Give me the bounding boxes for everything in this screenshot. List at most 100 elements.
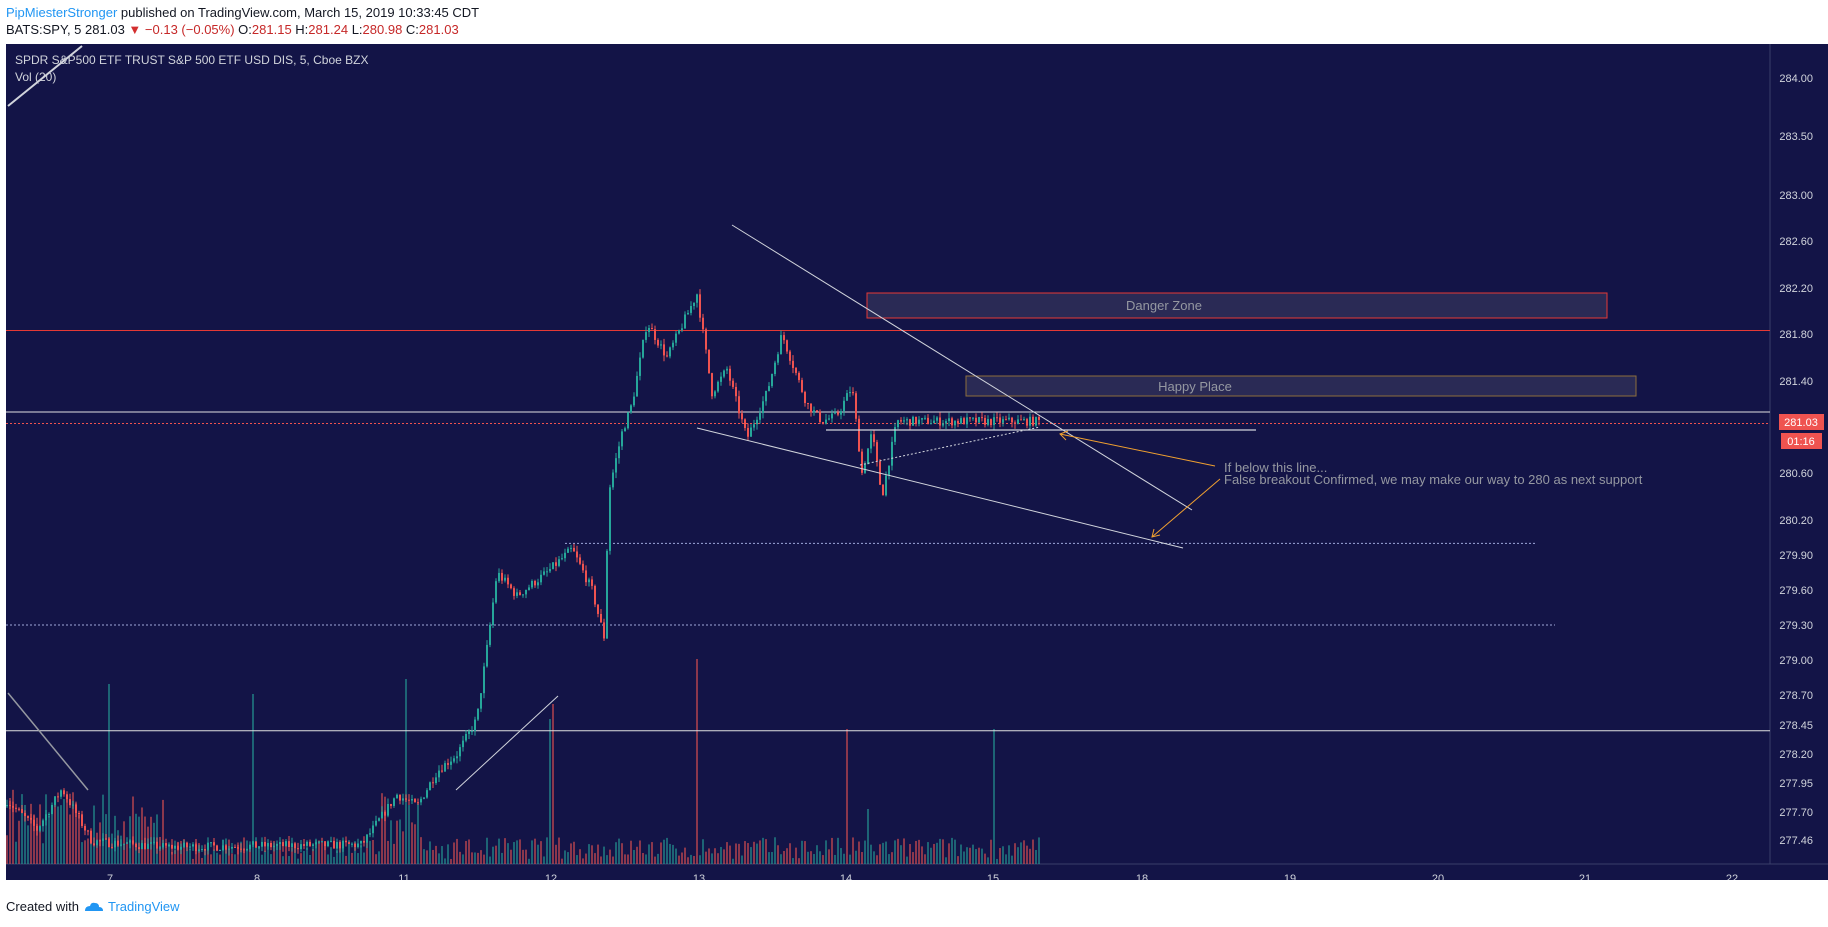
candle-body [519, 592, 521, 595]
down-arrow-icon: ▼ [128, 22, 142, 37]
volume-bar [396, 820, 398, 864]
candle-body [336, 842, 338, 849]
volume-bar [1005, 854, 1007, 864]
volume-bar [582, 858, 584, 864]
rising-trendline[interactable] [455, 695, 559, 791]
author-link[interactable]: PipMiesterStronger [6, 5, 118, 20]
volume-bar [102, 794, 104, 864]
candle-body [345, 840, 347, 843]
price-axis[interactable] [1770, 44, 1828, 864]
candle-body [906, 419, 908, 421]
candle-body [591, 579, 593, 586]
candle-body [60, 790, 62, 797]
volume-bar [507, 843, 509, 864]
volume-bar [429, 841, 431, 864]
volume-bar [117, 830, 119, 864]
volume-bar [222, 839, 224, 864]
candle-body [777, 354, 779, 363]
volume-bar [177, 842, 179, 864]
volume-bar [72, 792, 74, 864]
time-tick-label: 22 [1726, 873, 1738, 880]
volume-bar [651, 842, 653, 864]
candle-body [549, 568, 551, 572]
candle-body [693, 302, 695, 307]
candle-body [378, 818, 380, 821]
candle-body [999, 417, 1001, 423]
danger-zone-box[interactable] [866, 292, 1608, 319]
candle-body [960, 418, 962, 424]
candle-body [876, 442, 878, 462]
volume-bar [261, 854, 263, 864]
candle-body [705, 329, 707, 350]
volume-bar [849, 854, 851, 864]
candle-body [81, 814, 83, 826]
candle-body [744, 419, 746, 428]
volume-bar [735, 843, 737, 864]
candle-body [384, 811, 386, 816]
descending-trendline-upper[interactable] [731, 224, 1193, 511]
volume-bar [60, 805, 62, 864]
volume-bar [66, 796, 68, 864]
candle-body [723, 370, 725, 377]
volume-bar [291, 847, 293, 864]
candle-body [795, 367, 797, 373]
candle-body [93, 843, 95, 846]
candle-body [657, 339, 659, 346]
volume-bar [615, 842, 617, 864]
volume-bar [483, 854, 485, 864]
candle-body [837, 412, 839, 415]
candle-body [504, 577, 506, 581]
top-left-trendline[interactable] [7, 45, 83, 107]
candle-body [711, 373, 713, 397]
dotted-support-line[interactable] [859, 426, 1041, 466]
bottom-left-trendline[interactable] [7, 692, 89, 791]
volume-bar [402, 831, 404, 864]
last-price-tag-text: 281.03 [1784, 417, 1818, 429]
candle-body [651, 328, 653, 330]
candle-body [672, 342, 674, 348]
candle-body [459, 747, 461, 757]
volume-bar [618, 838, 620, 864]
candle-body [402, 798, 404, 801]
candle-body [828, 418, 830, 420]
volume-bar [603, 846, 605, 864]
happy-place-box[interactable] [965, 375, 1637, 397]
candle-body [18, 808, 20, 810]
candle-body [498, 572, 500, 582]
candle-body [357, 843, 359, 848]
descending-trendline-lower[interactable] [696, 427, 1184, 549]
candle-body [594, 585, 596, 605]
time-axis[interactable] [6, 864, 1828, 880]
candle-body [741, 413, 743, 420]
candle-body [417, 802, 419, 804]
candle-body [369, 833, 371, 835]
candle-body [147, 843, 149, 849]
candle-body [810, 403, 812, 413]
volume-bar [609, 849, 611, 864]
candle-body [24, 812, 26, 817]
volume-bar [540, 841, 542, 864]
candle-body [531, 580, 533, 588]
volume-indicator-label: Vol (20) [15, 70, 56, 84]
candle-body [543, 571, 545, 575]
time-tick-label: 14 [840, 873, 852, 880]
candle-body [954, 420, 956, 426]
time-tick-label: 8 [254, 873, 260, 880]
volume-bar [636, 846, 638, 864]
tradingview-logo-link[interactable]: TradingView [83, 899, 180, 914]
candle-body [852, 392, 854, 394]
volume-bar [708, 848, 710, 864]
candle-body [249, 844, 251, 850]
candle-body [798, 372, 800, 381]
volume-bar [378, 851, 380, 864]
candle-body [609, 487, 611, 551]
volume-bar [288, 856, 290, 864]
volume-bar [423, 849, 425, 864]
plot-area[interactable] [6, 44, 1770, 864]
candle-body [975, 417, 977, 423]
candle-body [603, 622, 605, 639]
candle-body [915, 416, 917, 424]
volume-bar [318, 840, 320, 864]
price-chart[interactable]: SPDR S&P500 ETF TRUST S&P 500 ETF USD DI… [0, 0, 1828, 880]
candle-body [768, 386, 770, 391]
